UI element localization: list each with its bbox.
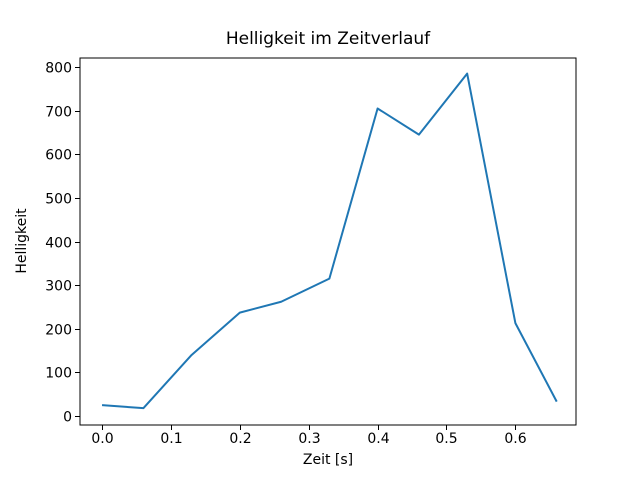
x-tick-label: 0.2 — [229, 431, 251, 447]
y-tick-label: 500 — [45, 192, 72, 208]
data-line-helligkeit — [101, 72, 558, 410]
y-tick-label: 400 — [45, 236, 72, 252]
y-tick-label: 0 — [63, 410, 72, 426]
x-tick-label: 0.3 — [298, 431, 320, 447]
x-tick-label: 0.5 — [435, 431, 457, 447]
x-tick-label: 0.0 — [91, 431, 113, 447]
y-tick-label: 800 — [45, 61, 72, 77]
y-tick-label: 300 — [45, 279, 72, 295]
x-tick-label: 0.4 — [367, 431, 389, 447]
x-tick-label: 0.1 — [160, 431, 182, 447]
y-tick-label: 200 — [45, 323, 72, 339]
chart-title: Helligkeit im Zeitverlauf — [225, 29, 431, 49]
y-axis-label: Helligkeit — [14, 208, 30, 274]
y-tick-label: 600 — [45, 148, 72, 164]
y-tick-label: 100 — [45, 366, 72, 382]
x-axis-label: Zeit [s] — [302, 452, 354, 468]
plot-frame — [79, 57, 577, 426]
y-tick-label: 700 — [45, 105, 72, 121]
x-tick-label: 0.6 — [504, 431, 526, 447]
